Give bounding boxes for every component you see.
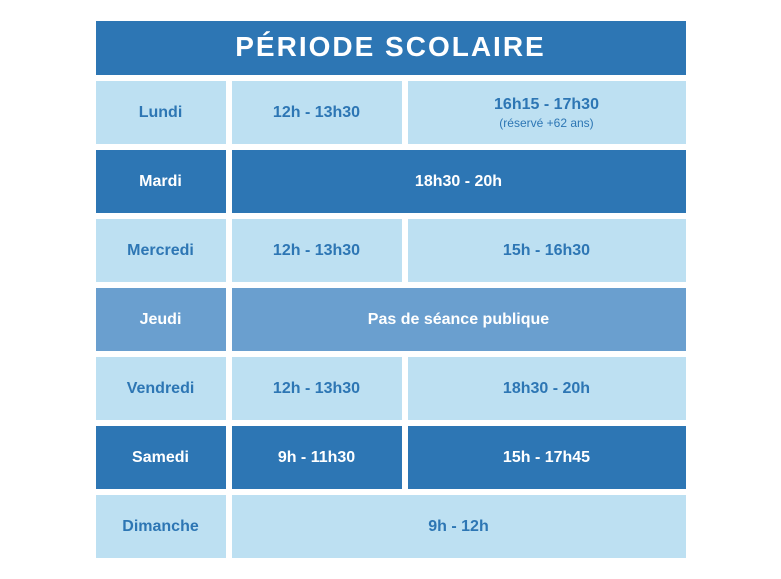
merged-cell-dimanche: 9h - 12h [232,495,686,558]
table-row: Mercredi12h - 13h30 15h - 16h30 [96,219,686,282]
day-cell-mardi: Mardi [96,150,226,213]
slot2-cell-mercredi: 15h - 16h30 [408,219,686,282]
slot2-text-lundi: 16h15 - 17h30 [494,96,599,114]
day-cell-mercredi: Mercredi [96,219,226,282]
slot1-cell-mercredi: 12h - 13h30 [232,219,402,282]
slot2-cell-vendredi: 18h30 - 20h [408,357,686,420]
merged-cell-mardi: 18h30 - 20h [232,150,686,213]
slot2-text-mercredi: 15h - 16h30 [503,242,590,260]
slot2-subtext-lundi: (réservé +62 ans) [499,116,593,130]
slot2-text-vendredi: 18h30 - 20h [503,380,590,398]
schedule-table: PÉRIODE SCOLAIRE Lundi12h - 13h3016h15 -… [96,21,686,558]
table-title: PÉRIODE SCOLAIRE [96,21,686,75]
table-row: Dimanche9h - 12h [96,495,686,558]
slot1-cell-samedi: 9h - 11h30 [232,426,402,489]
slot1-cell-lundi: 12h - 13h30 [232,81,402,144]
day-cell-dimanche: Dimanche [96,495,226,558]
table-row: Lundi12h - 13h30 16h15 - 17h30 (réservé +6… [96,81,686,144]
slot1-cell-vendredi: 12h - 13h30 [232,357,402,420]
slot2-cell-samedi: 15h - 17h45 [408,426,686,489]
slot2-cell-lundi: 16h15 - 17h30 (réservé +62 ans) [408,81,686,144]
slot2-text-samedi: 15h - 17h45 [503,449,590,467]
merged-cell-jeudi: Pas de séance publique [232,288,686,351]
table-row: Vendredi12h - 13h30 18h30 - 20h [96,357,686,420]
table-row: Samedi9h - 11h30 15h - 17h45 [96,426,686,489]
day-cell-samedi: Samedi [96,426,226,489]
table-row: Mardi18h30 - 20h [96,150,686,213]
table-body: Lundi12h - 13h3016h15 - 17h30(réservé +6… [96,81,686,558]
day-cell-lundi: Lundi [96,81,226,144]
day-cell-jeudi: Jeudi [96,288,226,351]
day-cell-vendredi: Vendredi [96,357,226,420]
table-row: JeudiPas de séance publique [96,288,686,351]
